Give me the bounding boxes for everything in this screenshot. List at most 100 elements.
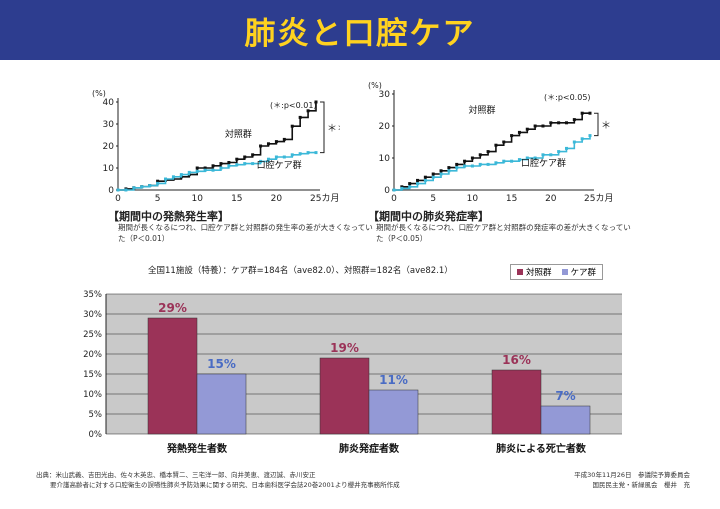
source-citation: 出典：米山武義、吉田光由、佐々木英忠、橋本賢二、三宅洋一郎、向井美恵、渡辺誠、赤… xyxy=(36,470,400,490)
bar-y-tick: 30% xyxy=(83,310,102,320)
pneumonia-series-point-0 xyxy=(463,159,467,163)
fever-series-point-1 xyxy=(156,181,160,185)
pneumonia-series-point-0 xyxy=(423,175,427,179)
fever-series-point-1 xyxy=(195,169,199,173)
pneumonia-series-point-1 xyxy=(463,164,467,168)
pneumonia-rate-line-chart: (%) 0 10 20 30 0 5 10 15 20 25カ月 (＊:p<0.05) ＊ 対照群口腔ケア… xyxy=(368,81,613,204)
fever-series-point-1 xyxy=(259,159,263,163)
page-title: 肺炎と口腔ケア xyxy=(244,16,476,52)
pneumonia-x-tick: 25カ月 xyxy=(584,193,613,204)
pneumonia-series-point-0 xyxy=(447,166,451,170)
fever-series-point-0 xyxy=(266,142,270,146)
pneumonia-series-point-0 xyxy=(580,111,584,115)
pneumonia-care-label: 口腔ケア群 xyxy=(521,157,566,169)
fever-series-point-0 xyxy=(298,115,302,119)
pneumonia-y-tick: 0 xyxy=(384,186,390,196)
fever-x-tick: 15 xyxy=(231,194,242,204)
fever-significance-note: (＊:p<0.01) xyxy=(270,101,317,110)
pneumonia-series-point-0 xyxy=(408,182,412,186)
pneumonia-series-point-1 xyxy=(431,175,435,179)
fever-series-point-1 xyxy=(282,155,286,159)
fever-x-tick: 5 xyxy=(155,194,161,204)
fever-series-point-0 xyxy=(219,162,223,166)
bar-chart-legend: 対照群 ケア群 xyxy=(510,264,604,280)
fever-series-line-1 xyxy=(118,151,316,191)
fever-series-point-0 xyxy=(156,179,160,183)
fever-rate-line-chart: (%) 0 10 20 30 40 0 5 10 15 20 25カ月 (＊:p<0.01) ＊＊ 対照群口… xyxy=(92,89,340,204)
pneumonia-series-point-0 xyxy=(470,156,474,160)
bar-value-label: 19% xyxy=(330,341,359,355)
fever-x-tick: 10 xyxy=(191,194,203,204)
pneumonia-series-point-1 xyxy=(455,166,459,170)
pneumonia-series-point-1 xyxy=(588,134,592,138)
pneumonia-series-point-0 xyxy=(517,130,521,134)
pneumonia-series-point-0 xyxy=(416,178,420,182)
credit-line-2: 国民民主党・新緑風会 櫻井 充 xyxy=(592,481,691,489)
pneumonia-control-label: 対照群 xyxy=(468,104,495,116)
pneumonia-series-point-1 xyxy=(486,162,490,166)
pneumonia-series-point-0 xyxy=(494,143,498,147)
fever-series-point-1 xyxy=(116,188,120,192)
fever-series-point-1 xyxy=(227,164,231,168)
fever-series-point-0 xyxy=(274,140,278,144)
pneumonia-x-tick: 10 xyxy=(467,194,479,204)
bar-y-tick: 20% xyxy=(83,350,102,360)
fever-y-unit: (%) xyxy=(92,89,106,98)
pneumonia-chart-caption: 期間が長くなるにつれ、口腔ケア群と対照群の発症率の差が大きくなっていた（P＜0.… xyxy=(376,223,631,243)
pneumonia-x-tick: 20 xyxy=(545,194,557,204)
pneumonia-x-tick: 5 xyxy=(430,194,436,204)
fever-chart-title: 【期間中の発熱発生率】 xyxy=(108,210,229,223)
pneumonia-y-tick: 20 xyxy=(379,122,391,132)
bar-y-tick: 5% xyxy=(89,410,103,420)
source-line-2: 要介護高齢者に対する口腔衛生の誤嚥性肺炎予防効果に関する研究、日本歯科医学会誌2… xyxy=(50,481,400,489)
legend-label-care: ケア群 xyxy=(570,268,597,278)
fever-series-point-1 xyxy=(187,170,191,174)
pneumonia-chart-title: 【期間中の肺炎発症率】 xyxy=(368,210,489,223)
fever-series-point-1 xyxy=(140,185,144,189)
fever-y-tick: 0 xyxy=(108,186,114,196)
pneumonia-series-point-1 xyxy=(400,186,404,190)
bar-y-tick: 10% xyxy=(83,390,102,400)
pneumonia-series-point-0 xyxy=(525,127,529,131)
pneumonia-series-point-0 xyxy=(478,153,482,157)
bar-category-label: 肺炎発症者数 xyxy=(339,442,400,455)
pneumonia-series-point-1 xyxy=(439,172,443,176)
pneumonia-series-point-1 xyxy=(494,161,498,165)
pneumonia-x-tick: 0 xyxy=(391,194,397,204)
pneumonia-series-point-1 xyxy=(533,156,537,160)
fever-series-point-0 xyxy=(243,155,247,159)
pneumonia-series-point-0 xyxy=(431,172,435,176)
fever-series-point-0 xyxy=(251,153,255,157)
pneumonia-series-point-1 xyxy=(541,153,545,157)
pneumonia-series-point-1 xyxy=(510,159,514,163)
pneumonia-series-point-0 xyxy=(572,118,576,122)
fever-series-line-0 xyxy=(118,102,317,191)
legend-item-care: ケア群 xyxy=(561,266,597,278)
pneumonia-series-point-0 xyxy=(564,121,568,125)
pneumonia-series-point-1 xyxy=(572,140,576,144)
pneumonia-series-point-0 xyxy=(502,140,506,144)
fever-series-point-1 xyxy=(314,151,318,155)
fever-series-point-1 xyxy=(219,166,223,170)
fever-series-point-0 xyxy=(235,157,239,161)
pneumonia-significance-mark: ＊ xyxy=(601,120,611,131)
pneumonia-series-point-1 xyxy=(502,159,506,163)
pneumonia-series-point-0 xyxy=(439,169,443,173)
fever-x-tick: 0 xyxy=(115,194,121,204)
bar-control xyxy=(491,369,542,435)
bar-value-label: 11% xyxy=(379,373,408,387)
fever-series-point-1 xyxy=(235,163,239,167)
title-bar xyxy=(0,0,720,60)
fever-series-point-1 xyxy=(266,157,270,161)
bar-y-tick: 15% xyxy=(83,370,102,380)
fever-series-point-1 xyxy=(203,168,207,172)
fever-series-point-0 xyxy=(211,164,215,168)
fever-series-point-0 xyxy=(282,137,286,141)
source-line-1: 出典：米山武義、吉田光由、佐々木英忠、橋本賢二、三宅洋一郎、向井美恵、渡辺誠、赤… xyxy=(36,471,316,479)
fever-series-point-1 xyxy=(179,173,183,177)
fever-y-tick: 20 xyxy=(103,142,115,152)
credit-line-1: 平成30年11月26日 参議院予算委員会 xyxy=(574,471,690,479)
fever-series-point-0 xyxy=(306,109,310,113)
fever-series-point-0 xyxy=(259,144,263,148)
fever-series-point-1 xyxy=(132,186,136,190)
